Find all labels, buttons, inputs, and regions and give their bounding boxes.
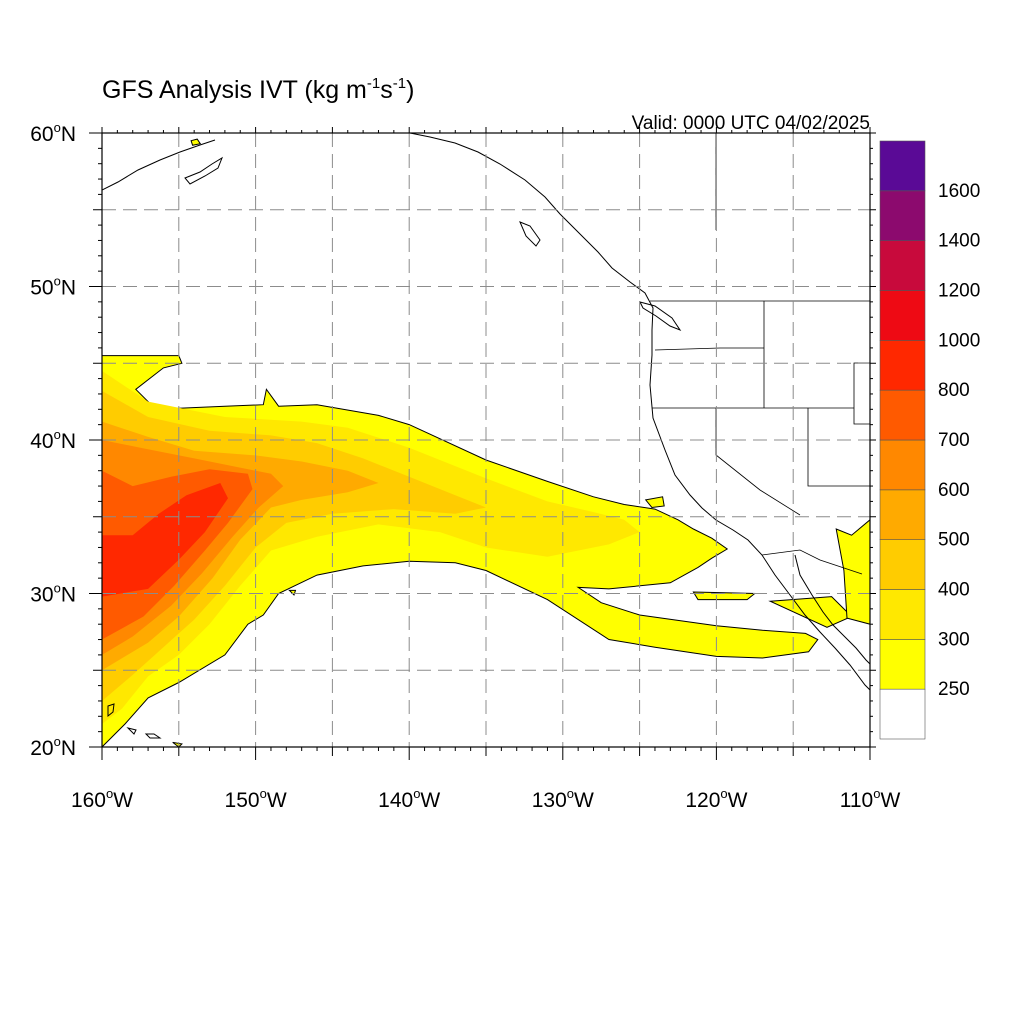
baja-coastline xyxy=(794,554,870,665)
vancouver-island xyxy=(639,301,682,332)
lat-tick-label: 50oN xyxy=(30,274,76,300)
valid-time-label: Valid: 0000 UTC 04/02/2025 xyxy=(632,113,870,134)
queen-charlotte-islands xyxy=(519,221,541,247)
colorbar-swatch xyxy=(879,589,926,640)
lon-tick-label: 120oW xyxy=(685,786,747,812)
colorbar-label: 1600 xyxy=(938,181,980,202)
lon-tick-label: 160oW xyxy=(71,786,133,812)
latitude-tick-labels: 20oN 30oN 40oN 50oN 60oN xyxy=(30,120,76,760)
colorbar-swatch xyxy=(879,190,926,241)
colorbar-swatch xyxy=(879,539,926,590)
coastline-layer xyxy=(102,133,870,739)
figure-title: GFS Analysis IVT (kg m-1s-1) xyxy=(102,75,414,104)
colorbar-swatch xyxy=(879,639,926,690)
colorbar: 250 300 400 500 600 700 800 1000 1200 1400 1600 xyxy=(879,140,980,740)
axis-ticks xyxy=(89,127,876,760)
ivt-contour-250-region-11 xyxy=(190,138,202,146)
colorbar-label: 1000 xyxy=(938,330,980,351)
colorbar-label: 500 xyxy=(938,530,970,551)
colorbar-label: 250 xyxy=(938,679,970,700)
kodiak-coast xyxy=(184,156,224,185)
lat-tick-label: 30oN xyxy=(30,581,76,607)
colorbar-swatch xyxy=(879,340,926,391)
hawaii-islands xyxy=(107,703,162,739)
colorbar-label: 800 xyxy=(938,380,970,401)
lat-tick-label: 60oN xyxy=(30,120,76,146)
ivt-shading-layer xyxy=(102,138,870,747)
colorbar-label: 600 xyxy=(938,480,970,501)
lon-tick-label: 150oW xyxy=(225,786,287,812)
lat-tick-label: 40oN xyxy=(30,427,76,453)
colorbar-swatch xyxy=(879,389,926,441)
colorbar-label: 1400 xyxy=(938,231,980,252)
colorbar-label: 700 xyxy=(938,430,970,451)
colorbar-swatch xyxy=(879,290,926,341)
colorbar-label: 300 xyxy=(938,629,970,650)
graticule-layer xyxy=(102,133,870,747)
lon-tick-label: 110oW xyxy=(840,786,901,812)
lon-tick-label: 140oW xyxy=(378,786,440,812)
colorbar-label: 1200 xyxy=(938,281,980,302)
ivt-contour-800-region-6 xyxy=(102,483,228,597)
ivt-contour-250-region-9 xyxy=(644,496,665,509)
colorbar-swatch xyxy=(879,439,926,491)
colorbar-swatch xyxy=(879,489,926,540)
colorbar-swatch xyxy=(879,140,926,192)
colorbar-label: 400 xyxy=(938,580,970,601)
nevada-utah-border xyxy=(807,408,870,487)
ivt-contour-250-region-12 xyxy=(172,741,183,747)
colorbar-swatch xyxy=(879,240,926,291)
colorbar-swatch xyxy=(879,688,926,740)
washington-oregon-border xyxy=(654,347,764,351)
ivt-contour-250-region-8 xyxy=(835,519,870,625)
north-america-coastline xyxy=(409,133,870,691)
lon-tick-label: 130oW xyxy=(532,786,594,812)
alaska-peninsula xyxy=(102,139,216,191)
longitude-tick-labels: 160oW 150oW 140oW 130oW 120oW 110oW xyxy=(71,786,901,812)
us-mexico-border xyxy=(761,549,863,575)
lat-tick-label: 20oN xyxy=(30,734,76,760)
